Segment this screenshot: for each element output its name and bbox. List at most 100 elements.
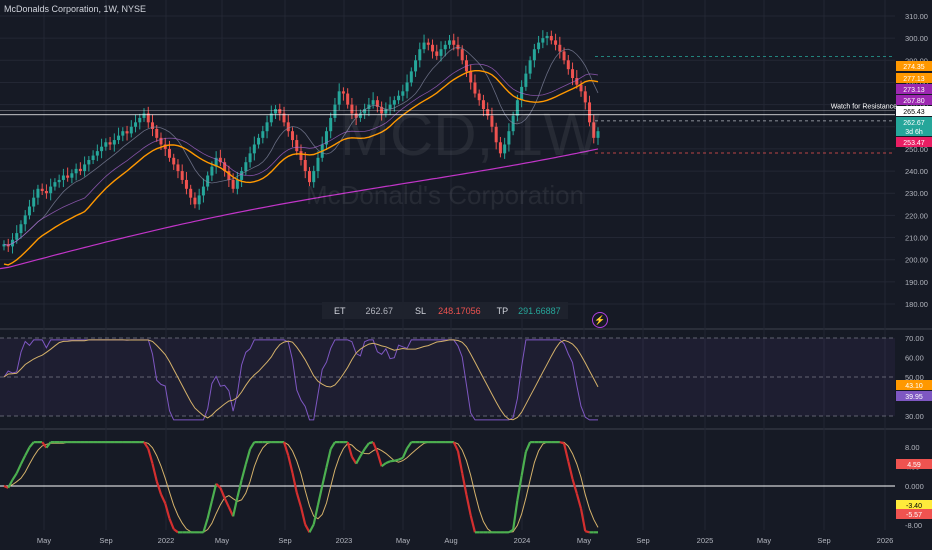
candle xyxy=(350,97,354,120)
candle xyxy=(422,34,426,54)
candle xyxy=(214,151,218,174)
candle xyxy=(176,159,180,179)
candle-body xyxy=(596,131,600,138)
candle-body xyxy=(341,91,345,94)
candle-body xyxy=(36,188,40,198)
tp-label: TP xyxy=(496,305,509,316)
candle-body xyxy=(66,175,70,178)
candle xyxy=(414,54,418,77)
candle xyxy=(549,30,553,45)
candle xyxy=(494,122,498,150)
oscillator-segment xyxy=(244,448,252,465)
x-tick-label: Sep xyxy=(278,536,291,545)
candle-body xyxy=(473,82,477,94)
candle xyxy=(265,115,269,139)
candle xyxy=(592,114,596,144)
candle-body xyxy=(452,40,456,45)
candle-body xyxy=(151,122,154,129)
lightning-icon[interactable]: ⚡ xyxy=(592,312,608,328)
oscillator-segment xyxy=(376,451,383,467)
oscillator-segment xyxy=(19,455,27,465)
candle-body xyxy=(380,106,384,114)
candle-body xyxy=(507,131,511,145)
candle xyxy=(469,64,473,90)
candle xyxy=(541,30,545,49)
x-tick-label: 2022 xyxy=(158,536,175,545)
x-tick-label: Sep xyxy=(817,536,830,545)
candle-body xyxy=(414,60,418,72)
rsi-label-box xyxy=(896,380,932,390)
candle xyxy=(532,43,536,68)
candle-body xyxy=(155,128,159,138)
candle xyxy=(490,107,494,133)
candle-body xyxy=(498,142,502,154)
candle-body xyxy=(388,104,392,110)
candle-body xyxy=(481,100,485,110)
oscillator-segment xyxy=(304,524,311,533)
candle-body xyxy=(401,91,405,96)
price-label: 273.13 xyxy=(903,87,925,94)
candle-body xyxy=(129,126,133,134)
oscillator-segment xyxy=(456,450,464,474)
oscillator-segment xyxy=(232,497,239,517)
candle-body xyxy=(201,186,205,196)
candle-body xyxy=(189,188,193,198)
price-label-box xyxy=(896,84,932,94)
candle-body xyxy=(206,175,210,187)
oscillator-segment xyxy=(346,441,353,458)
chart-title: McDonalds Corporation, 1W, NYSE xyxy=(4,4,147,14)
candle xyxy=(286,114,290,137)
candle-body xyxy=(554,40,558,45)
candle-body xyxy=(460,49,464,61)
oscillator-segment xyxy=(401,447,409,459)
candle xyxy=(134,114,138,133)
candle-body xyxy=(87,160,91,165)
oscillator-segment xyxy=(287,455,294,474)
x-tick-label: May xyxy=(37,536,51,545)
y-tick-label: 190.00 xyxy=(905,278,928,287)
oscillator-segment xyxy=(584,530,590,534)
oscillator-segment xyxy=(249,441,256,450)
candle-body xyxy=(23,215,27,225)
y-tick-label: 210.00 xyxy=(905,234,928,243)
candle-body xyxy=(248,153,252,163)
candle-body xyxy=(184,179,188,189)
candle-body xyxy=(579,84,583,92)
candle-body xyxy=(134,122,138,127)
candle-body xyxy=(27,206,31,216)
rsi-y-tick: 70.00 xyxy=(905,334,924,343)
oscillator-segment xyxy=(359,448,366,457)
oscillator-segment xyxy=(579,508,587,532)
candle-body xyxy=(571,69,575,79)
candle xyxy=(520,80,524,108)
oscillator-segment xyxy=(465,494,472,516)
x-tick-label: May xyxy=(577,536,591,545)
candle xyxy=(57,174,61,188)
et-value: 262.67 xyxy=(365,305,394,316)
candle xyxy=(27,199,31,220)
candle xyxy=(278,103,282,121)
candle xyxy=(575,70,579,89)
candle xyxy=(70,169,74,184)
candle xyxy=(40,183,44,196)
oscillator-segment xyxy=(28,441,35,449)
rsi-ma-line xyxy=(3,339,599,421)
candle xyxy=(439,41,443,62)
candle xyxy=(240,167,244,188)
candle xyxy=(66,167,70,182)
candle xyxy=(596,127,600,145)
candle-body xyxy=(384,109,388,114)
candle xyxy=(180,164,184,184)
oscillator-segment xyxy=(164,503,171,519)
candle xyxy=(443,40,447,57)
oscillator-segment xyxy=(363,442,370,450)
candle xyxy=(371,92,375,109)
candle xyxy=(295,134,299,156)
candle xyxy=(252,136,256,161)
x-tick-label: 2025 xyxy=(697,536,714,545)
osc-y-tick: -8.00 xyxy=(905,521,922,530)
price-label-box xyxy=(896,137,932,147)
candle xyxy=(184,171,188,195)
oscillator-segment xyxy=(512,500,519,531)
